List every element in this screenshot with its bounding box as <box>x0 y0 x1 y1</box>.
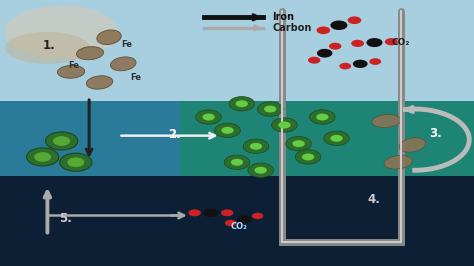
Text: CO₂: CO₂ <box>391 38 410 47</box>
Bar <box>0 101 474 176</box>
Circle shape <box>229 97 255 111</box>
Circle shape <box>308 57 320 64</box>
Circle shape <box>221 127 234 134</box>
Circle shape <box>278 122 291 128</box>
Text: Fe: Fe <box>121 40 132 49</box>
Circle shape <box>324 131 349 146</box>
Ellipse shape <box>5 32 90 64</box>
Text: 1.: 1. <box>43 39 55 52</box>
Circle shape <box>257 102 283 116</box>
Circle shape <box>330 20 347 30</box>
Circle shape <box>231 159 243 166</box>
Circle shape <box>224 155 250 169</box>
Circle shape <box>248 163 273 177</box>
Bar <box>0 0 474 101</box>
Text: 3.: 3. <box>429 127 442 140</box>
Text: 2.: 2. <box>168 128 181 141</box>
Bar <box>180 101 474 176</box>
Ellipse shape <box>372 114 401 128</box>
Circle shape <box>237 215 251 223</box>
Text: Iron: Iron <box>273 12 294 22</box>
Ellipse shape <box>77 47 103 60</box>
Circle shape <box>295 150 321 164</box>
Circle shape <box>221 209 234 216</box>
Circle shape <box>188 209 201 216</box>
Ellipse shape <box>86 76 113 89</box>
Circle shape <box>53 136 70 146</box>
Circle shape <box>272 118 297 132</box>
Circle shape <box>196 110 221 124</box>
Bar <box>0 176 474 266</box>
Ellipse shape <box>97 30 121 44</box>
Text: CO₂: CO₂ <box>231 222 248 231</box>
Circle shape <box>264 106 276 113</box>
Circle shape <box>243 139 269 153</box>
Circle shape <box>255 167 267 174</box>
Ellipse shape <box>57 65 85 78</box>
Text: Fe: Fe <box>69 61 80 70</box>
Circle shape <box>316 114 328 120</box>
Ellipse shape <box>5 5 118 59</box>
Text: Carbon: Carbon <box>273 23 312 33</box>
Circle shape <box>317 27 330 34</box>
Circle shape <box>215 123 240 138</box>
Circle shape <box>34 152 51 162</box>
Circle shape <box>385 38 398 45</box>
Circle shape <box>330 135 343 142</box>
Circle shape <box>369 58 381 65</box>
Circle shape <box>250 143 262 150</box>
Circle shape <box>67 157 84 167</box>
Circle shape <box>225 220 236 226</box>
Circle shape <box>339 63 351 69</box>
Circle shape <box>317 49 332 57</box>
Circle shape <box>60 153 92 171</box>
Circle shape <box>252 213 264 219</box>
Text: Fe: Fe <box>130 73 141 82</box>
Circle shape <box>46 132 78 150</box>
Ellipse shape <box>384 156 412 169</box>
Circle shape <box>329 43 341 50</box>
Circle shape <box>353 60 368 68</box>
Circle shape <box>351 40 364 47</box>
Ellipse shape <box>110 57 136 71</box>
Circle shape <box>310 110 335 124</box>
Circle shape <box>366 38 383 47</box>
Circle shape <box>292 140 305 147</box>
Circle shape <box>202 114 215 120</box>
Text: 5.: 5. <box>59 212 72 225</box>
Circle shape <box>302 153 314 160</box>
Circle shape <box>286 136 311 151</box>
Ellipse shape <box>399 138 426 152</box>
Circle shape <box>236 100 248 107</box>
Text: 4.: 4. <box>367 193 380 206</box>
Circle shape <box>347 16 361 24</box>
Circle shape <box>27 148 59 166</box>
Circle shape <box>203 209 219 217</box>
